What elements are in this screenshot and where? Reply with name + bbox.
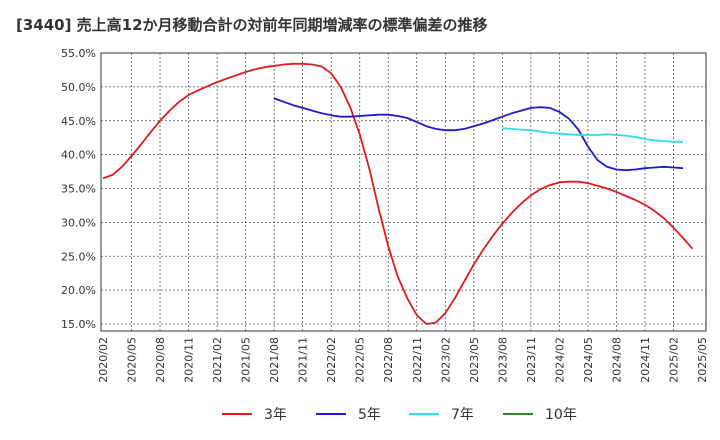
x-tick-label: 2024/08: [610, 337, 623, 383]
legend-label: 3年: [264, 407, 287, 423]
x-tick-label: 2021/11: [297, 337, 310, 383]
x-tick-label: 2020/05: [126, 337, 139, 383]
x-tick-label: 2021/08: [268, 337, 281, 383]
x-tick-label: 2021/02: [211, 337, 224, 383]
y-axis-ticks: 55.0% 50.0% 45.0% 40.0% 35.0% 30.0% 25.0% 20.0%…: [61, 47, 96, 331]
x-tick-label: 2025/02: [667, 337, 680, 383]
x-tick-label: 2020/08: [154, 337, 167, 383]
x-tick-label: 2021/05: [240, 337, 253, 383]
x-tick-label: 2020/11: [183, 337, 196, 383]
x-tick-label: 2022/11: [411, 337, 424, 383]
x-tick-label: 2023/08: [496, 337, 509, 383]
legend: 3年 5年 7年 10年: [222, 407, 577, 423]
x-tick-label: 2025/05: [696, 337, 709, 383]
x-tick-label: 2023/05: [468, 337, 481, 383]
plot-area: [100, 52, 707, 332]
x-tick-label: 2020/02: [97, 337, 110, 383]
series-line-5年: [273, 97, 684, 172]
y-tick-label: 15.0%: [61, 318, 96, 331]
x-tick-label: 2024/05: [582, 337, 595, 383]
chart-title: [3440] 売上高12か月移動合計の対前年同期増減率の標準偏差の推移: [16, 16, 488, 34]
x-tick-label: 2022/05: [354, 337, 367, 383]
y-tick-label: 50.0%: [61, 81, 96, 94]
y-tick-label: 20.0%: [61, 284, 96, 297]
y-tick-label: 30.0%: [61, 216, 96, 229]
legend-label: 7年: [451, 407, 474, 423]
x-tick-label: 2024/02: [553, 337, 566, 383]
legend-label: 10年: [545, 407, 577, 423]
x-tick-label: 2022/02: [325, 337, 338, 383]
x-tick-label: 2023/11: [525, 337, 538, 383]
x-axis-ticks: 2020/02 2020/05 2020/08 2020/11 2021/02 2021/…: [97, 337, 709, 383]
legend-label: 5年: [358, 407, 381, 423]
y-tick-label: 35.0%: [61, 183, 96, 196]
x-tick-label: 2023/02: [439, 337, 452, 383]
y-tick-label: 40.0%: [61, 149, 96, 162]
y-tick-label: 45.0%: [61, 115, 96, 128]
series-line-7年: [502, 127, 683, 143]
series-lines: [102, 62, 694, 325]
y-tick-label: 25.0%: [61, 250, 96, 263]
x-tick-label: 2022/08: [382, 337, 395, 383]
y-tick-label: 55.0%: [61, 47, 96, 60]
series-line-3年: [102, 62, 694, 325]
x-tick-label: 2024/11: [639, 337, 652, 383]
